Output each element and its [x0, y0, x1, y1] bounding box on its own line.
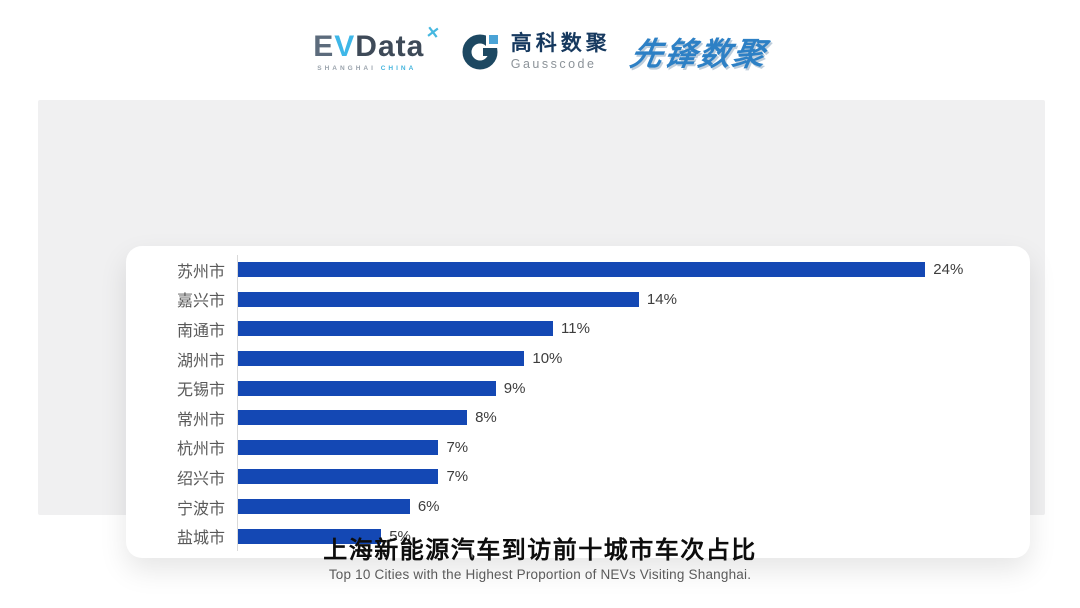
category-label: 苏州市: [176, 263, 225, 281]
gausscode-en-name: Gausscode: [510, 57, 597, 72]
bar-track: 14%: [237, 284, 1012, 315]
gausscode-logo: 高科数聚 Gausscode: [461, 28, 611, 77]
chart-row: 宁波市 6%: [126, 491, 1012, 522]
bar: [238, 439, 439, 455]
evdata-x-mark-icon: ✕: [425, 23, 442, 43]
value-label: 7%: [446, 438, 469, 456]
evdata-tagline: SHANGHAI CHINA: [317, 64, 417, 73]
bar-track: 24%: [237, 255, 1012, 285]
chart-row: 嘉兴市 14%: [126, 284, 1012, 315]
value-label: 5%: [389, 527, 411, 545]
value-label: 14%: [646, 290, 677, 308]
gausscode-text: 高科数聚 Gausscode: [511, 33, 611, 71]
bar: [238, 380, 496, 396]
value-label: 24%: [933, 261, 964, 279]
bar: [238, 262, 926, 278]
bar: [238, 351, 525, 367]
bar-track: 8%: [237, 402, 1012, 433]
chart-row: 绍兴市 7%: [126, 462, 1012, 492]
bar: [238, 291, 639, 307]
bar: [238, 410, 468, 426]
chart-row: 苏州市 24%: [126, 255, 1012, 285]
value-label: 9%: [503, 379, 526, 397]
chart-row: 无锡市 9%: [126, 373, 1012, 403]
bar-track: 10%: [237, 343, 1012, 374]
evdata-letter-v: V: [334, 29, 356, 63]
chart-row: 常州市 8%: [126, 402, 1012, 433]
evdata-tagline-shanghai: SHANGHAI: [317, 64, 376, 72]
value-label: 8%: [475, 409, 497, 427]
category-label: 杭州市: [176, 441, 225, 459]
chart-rows: 苏州市 24% 嘉兴市 14% 南通市 11% 湖州市 10% 无锡市 9% 常州市 8% 杭州市 7% 绍…: [126, 255, 1012, 551]
bar-track: 6%: [237, 491, 1012, 522]
bar-track: 11%: [237, 314, 1012, 344]
bar-track: 9%: [237, 373, 1012, 403]
xianfeng-shuju-logo: 先锋数聚: [627, 36, 770, 72]
chart-panel: 苏州市 24% 嘉兴市 14% 南通市 11% 湖州市 10% 无锡市 9% 常州市 8% 杭州市 7% 绍…: [38, 100, 1045, 558]
bar-track: 5%: [237, 521, 1012, 551]
value-label: 11%: [561, 320, 590, 338]
chart-row: 盐城市 5%: [126, 521, 1012, 551]
bar: [238, 321, 554, 337]
value-label: 7%: [446, 468, 469, 486]
category-label: 湖州市: [176, 352, 225, 370]
chart-row: 湖州市 10%: [126, 343, 1012, 374]
category-label: 南通市: [176, 322, 225, 340]
evdata-letter-e: E: [313, 29, 335, 63]
gausscode-g-ring-icon: [461, 28, 503, 77]
bar-track: 7%: [237, 432, 1012, 463]
category-label: 宁波市: [176, 500, 225, 518]
category-label: 嘉兴市: [176, 293, 225, 311]
category-label: 无锡市: [176, 382, 225, 400]
chart-row: 杭州市 7%: [126, 432, 1012, 463]
evdata-word-data: Data: [355, 29, 425, 63]
chart-card: 苏州市 24% 嘉兴市 14% 南通市 11% 湖州市 10% 无锡市 9% 常州市 8% 杭州市 7% 绍…: [126, 246, 1030, 558]
bar: [238, 469, 439, 485]
bar: [238, 528, 382, 544]
category-label: 常州市: [176, 411, 225, 429]
category-label: 绍兴市: [176, 470, 225, 488]
category-label: 盐城市: [176, 530, 225, 548]
bar-track: 7%: [237, 462, 1012, 492]
gausscode-cn-name: 高科数聚: [510, 32, 611, 56]
evdata-wordmark: E V Data ✕: [313, 24, 442, 63]
value-label: 10%: [532, 350, 563, 368]
evdata-tagline-china: CHINA: [380, 64, 417, 72]
value-label: 6%: [417, 498, 440, 516]
chart-title: 上海新能源汽车到访前十城市车次占比: [323, 537, 757, 564]
evdata-logo: E V Data ✕ SHANGHAI CHINA: [313, 24, 442, 73]
chart-row: 南通市 11%: [126, 314, 1012, 344]
bar-chart: 苏州市 24% 嘉兴市 14% 南通市 11% 湖州市 10% 无锡市 9% 常州市 8% 杭州市 7% 绍…: [126, 246, 1030, 558]
header-logos: E V Data ✕ SHANGHAI CHINA 高科数聚 Gausscode 先锋…: [0, 22, 1080, 82]
chart-subtitle: Top 10 Cities with the Highest Proportio…: [328, 567, 752, 582]
bar: [238, 499, 410, 515]
